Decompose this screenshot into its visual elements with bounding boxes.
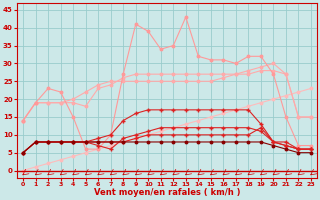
X-axis label: Vent moyen/en rafales ( km/h ): Vent moyen/en rafales ( km/h ) — [94, 188, 240, 197]
